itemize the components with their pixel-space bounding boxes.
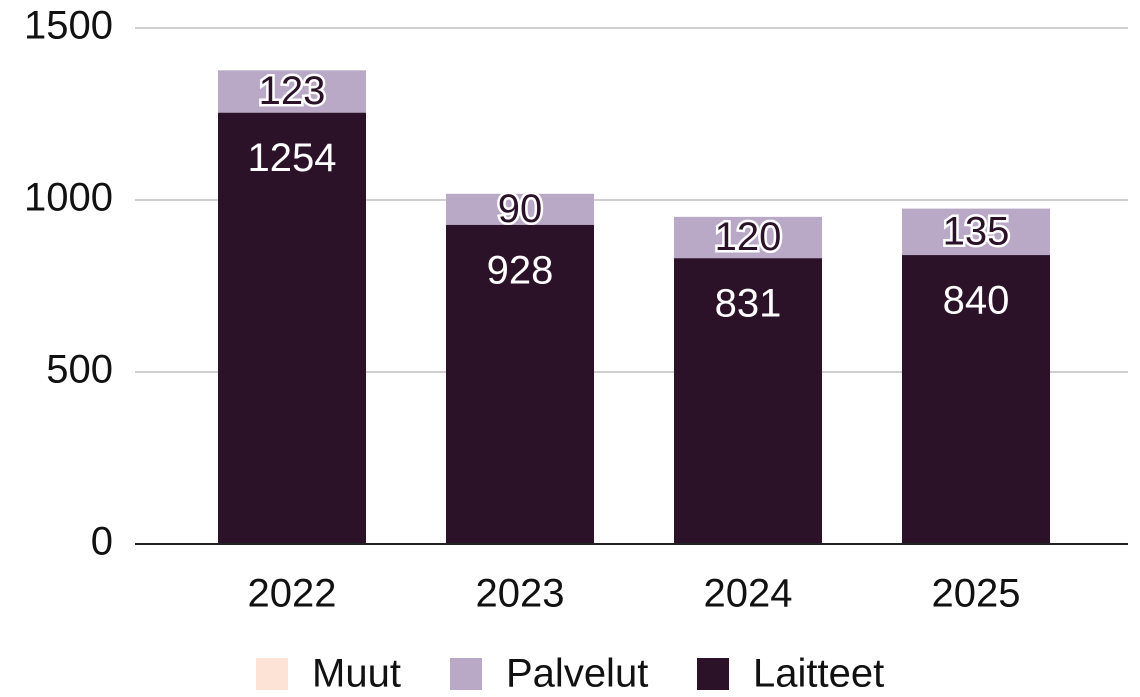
legend-label: Muut bbox=[312, 652, 401, 696]
x-tick-label: 2025 bbox=[932, 572, 1021, 616]
data-label: 840 bbox=[943, 279, 1010, 323]
y-tick-label: 0 bbox=[91, 520, 113, 564]
bar-segment bbox=[446, 193, 594, 225]
bar-segment bbox=[674, 258, 822, 544]
bar-segment bbox=[218, 70, 366, 113]
x-tick-label: 2022 bbox=[248, 572, 337, 616]
legend-swatch bbox=[450, 658, 482, 690]
legend-label: Palvelut bbox=[506, 652, 648, 696]
x-tick-label: 2024 bbox=[704, 572, 793, 616]
data-label: 123 bbox=[259, 69, 326, 113]
bar-segment bbox=[446, 224, 594, 544]
data-label: 120 bbox=[715, 215, 782, 259]
bar-segment bbox=[902, 208, 1050, 256]
x-tick-label: 2023 bbox=[476, 572, 565, 616]
y-tick-label: 1500 bbox=[24, 4, 113, 48]
legend-swatch bbox=[256, 658, 288, 690]
data-label: 135 bbox=[943, 209, 1010, 253]
bar-segment bbox=[674, 216, 822, 259]
bar-segment bbox=[218, 112, 366, 545]
data-label: 1254 bbox=[248, 136, 337, 180]
legend-swatch bbox=[697, 658, 729, 690]
data-label: 928 bbox=[487, 248, 554, 292]
y-tick-label: 500 bbox=[46, 348, 113, 392]
legend-label: Laitteet bbox=[753, 652, 884, 696]
data-label: 90 bbox=[498, 187, 543, 231]
data-label: 831 bbox=[715, 282, 782, 326]
y-tick-label: 1000 bbox=[24, 176, 113, 220]
bar-segment bbox=[902, 255, 1050, 545]
